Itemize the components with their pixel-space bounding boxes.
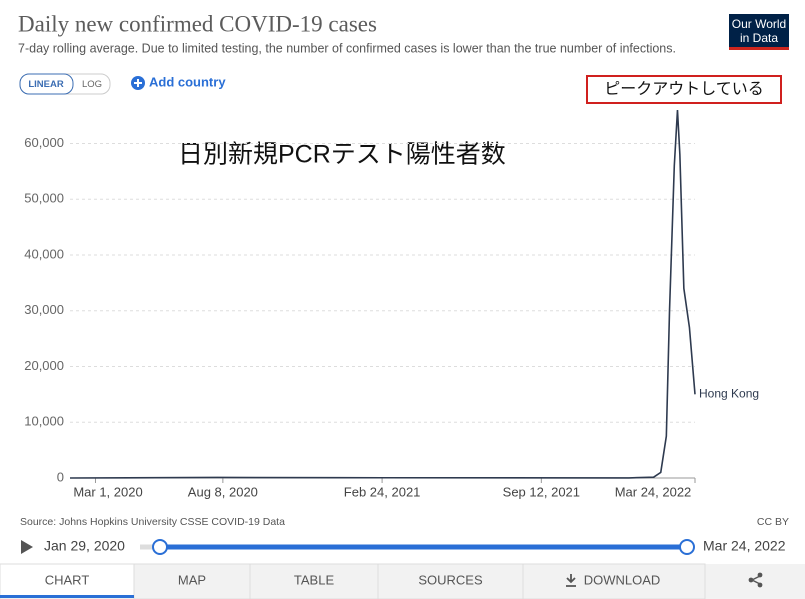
timeline-start: Jan 29, 2020: [44, 538, 125, 554]
annotation-box: [586, 75, 782, 104]
y-tick-label: 50,000: [24, 191, 64, 206]
tab[interactable]: [522, 563, 706, 599]
tab-label: SOURCES: [418, 572, 483, 587]
source: Source: Johns Hopkins University CSSE CO…: [20, 516, 285, 528]
tab[interactable]: [377, 563, 524, 599]
y-tick-label: 60,000: [24, 135, 64, 150]
tab-label: DOWNLOAD: [584, 572, 661, 587]
share-icon-dot: [748, 577, 754, 583]
tab-label: TABLE: [294, 572, 335, 587]
timeline-range: [160, 544, 687, 550]
series-label: Hong Kong: [699, 387, 759, 401]
log-button[interactable]: LOG: [82, 79, 102, 90]
add-country[interactable]: Add country: [149, 74, 226, 89]
y-tick-label: 20,000: [24, 358, 64, 373]
y-tick-label: 40,000: [24, 246, 64, 261]
linear-button[interactable]: [19, 73, 74, 95]
y-tick-label: 30,000: [24, 302, 64, 317]
logo-strip: [729, 47, 789, 50]
logo-text: Our World: [732, 17, 786, 31]
add-icon-plus: [134, 79, 142, 87]
tab-label: MAP: [178, 572, 206, 587]
y-tick-label: 10,000: [24, 414, 64, 429]
timeline-handle[interactable]: [152, 539, 168, 555]
share-icon-dot: [757, 582, 763, 588]
active-tab-indicator: [0, 595, 134, 598]
overlay-text: 日別新規PCRテスト陽性者数: [178, 141, 506, 169]
x-tick-label: Feb 24, 2021: [344, 484, 421, 499]
y-tick-label: 0: [57, 469, 64, 484]
x-tick-label: Mar 1, 2020: [73, 484, 142, 499]
tab[interactable]: [0, 563, 135, 599]
logo[interactable]: [729, 14, 789, 50]
logo-text: in Data: [740, 31, 778, 45]
tab[interactable]: [133, 563, 251, 599]
timeline-handle[interactable]: [679, 539, 695, 555]
linear-label: LINEAR: [28, 79, 64, 90]
chart-title: Daily new confirmed COVID-19 cases: [18, 11, 377, 36]
x-tick-label: Sep 12, 2021: [503, 484, 580, 499]
series-line: [69, 109, 696, 479]
tab[interactable]: [249, 563, 379, 599]
download-icon: [566, 574, 576, 587]
annotation: ピークアウトしている: [604, 80, 764, 98]
license: CC BY: [757, 516, 789, 528]
chart-subtitle: 7-day rolling average. Due to limited te…: [18, 41, 676, 55]
play-button[interactable]: [21, 540, 33, 554]
tab-label: CHART: [45, 572, 90, 587]
share-icon-dot: [757, 572, 763, 578]
x-tick-label: Mar 24, 2022: [615, 484, 692, 499]
timeline-end: Mar 24, 2022: [703, 538, 786, 554]
x-tick-label: Aug 8, 2020: [188, 484, 258, 499]
